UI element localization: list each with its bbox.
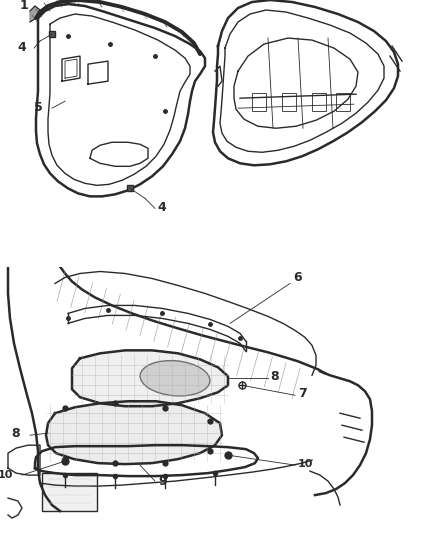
Text: 7: 7 <box>298 387 307 400</box>
Text: 6: 6 <box>293 271 302 285</box>
Bar <box>42 473 97 511</box>
Text: 4: 4 <box>18 41 26 54</box>
Polygon shape <box>72 350 228 406</box>
Text: 5: 5 <box>34 101 42 114</box>
Text: 10: 10 <box>0 470 13 480</box>
Polygon shape <box>46 401 222 464</box>
Ellipse shape <box>140 361 210 396</box>
Bar <box>252 93 266 111</box>
Text: 9: 9 <box>158 475 166 488</box>
Text: 8: 8 <box>270 370 279 383</box>
Bar <box>312 93 326 111</box>
Text: 8: 8 <box>12 427 20 440</box>
Polygon shape <box>30 6 40 22</box>
Text: 4: 4 <box>158 201 166 214</box>
Bar <box>336 93 350 111</box>
Text: 10: 10 <box>298 459 313 469</box>
Text: 1: 1 <box>19 0 28 12</box>
Bar <box>282 93 296 111</box>
